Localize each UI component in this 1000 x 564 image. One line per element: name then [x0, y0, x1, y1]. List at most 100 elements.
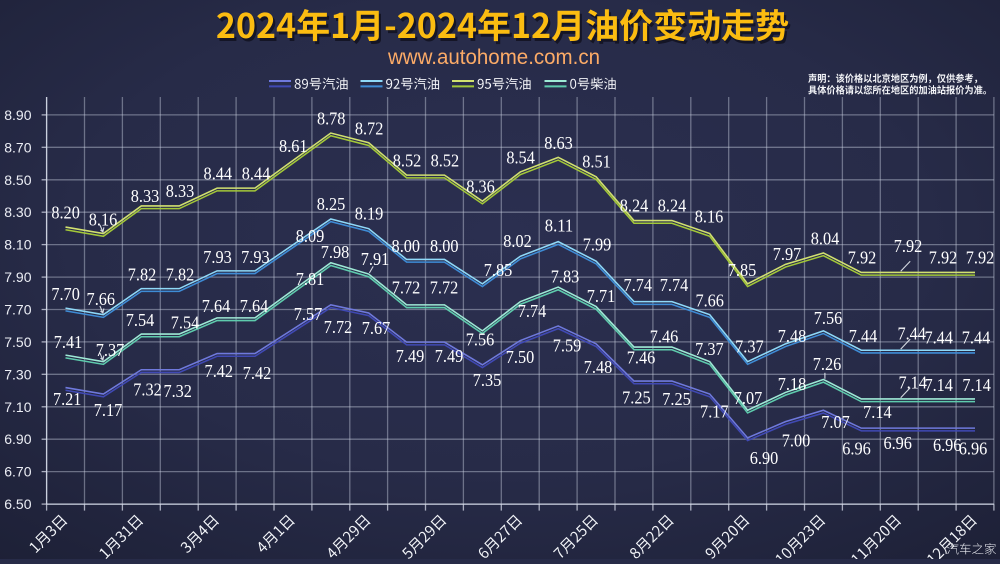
- svg-text:7.66: 7.66: [87, 289, 116, 309]
- svg-text:7.37: 7.37: [96, 340, 125, 360]
- svg-text:7.48: 7.48: [584, 357, 613, 377]
- svg-text:7.83: 7.83: [551, 267, 580, 287]
- svg-text:8.52: 8.52: [393, 151, 422, 171]
- svg-text:7.46: 7.46: [627, 347, 656, 367]
- svg-text:7.91: 7.91: [361, 249, 390, 269]
- svg-text:7.56: 7.56: [814, 308, 843, 328]
- svg-text:8.78: 8.78: [317, 109, 346, 129]
- svg-text:7.44: 7.44: [897, 323, 926, 343]
- svg-text:7.14: 7.14: [863, 402, 892, 422]
- svg-text:7.93: 7.93: [241, 247, 270, 267]
- svg-text:8.54: 8.54: [506, 147, 535, 167]
- svg-text:8.90: 8.90: [4, 107, 31, 123]
- svg-text:7.14: 7.14: [962, 375, 991, 395]
- svg-text:7.56: 7.56: [466, 330, 495, 350]
- svg-text:www.autohome.com.cn: www.autohome.com.cn: [387, 46, 600, 69]
- svg-text:7.74: 7.74: [518, 301, 547, 321]
- svg-text:7.42: 7.42: [243, 363, 272, 383]
- svg-text:6.70: 6.70: [4, 464, 31, 480]
- svg-text:7.57: 7.57: [294, 304, 323, 324]
- svg-text:7.74: 7.74: [660, 275, 689, 295]
- svg-text:7.64: 7.64: [240, 296, 269, 316]
- svg-text:7.92: 7.92: [848, 248, 877, 268]
- svg-text:8.19: 8.19: [355, 204, 384, 224]
- svg-text:6.90: 6.90: [750, 448, 779, 468]
- svg-text:7.14: 7.14: [898, 373, 927, 393]
- svg-text:7.26: 7.26: [813, 354, 842, 374]
- svg-text:7.85: 7.85: [728, 260, 757, 280]
- svg-text:6.96: 6.96: [933, 435, 962, 455]
- svg-text:7.59: 7.59: [553, 336, 582, 356]
- svg-text:7.92: 7.92: [966, 248, 995, 268]
- svg-text:8.61: 8.61: [279, 136, 308, 156]
- svg-text:8.10: 8.10: [4, 237, 31, 253]
- svg-text:7.44: 7.44: [962, 327, 991, 347]
- svg-text:7.54: 7.54: [126, 310, 155, 330]
- svg-text:7.18: 7.18: [778, 374, 807, 394]
- svg-text:7.72: 7.72: [392, 277, 421, 297]
- svg-text:8.20: 8.20: [51, 203, 80, 223]
- svg-text:6.96: 6.96: [883, 433, 912, 453]
- svg-text:8.33: 8.33: [166, 181, 195, 201]
- svg-text:6.90: 6.90: [4, 431, 31, 447]
- svg-text:8.33: 8.33: [131, 186, 160, 206]
- svg-text:7.49: 7.49: [435, 346, 464, 366]
- svg-text:7.37: 7.37: [735, 337, 764, 357]
- svg-text:7.50: 7.50: [506, 347, 535, 367]
- svg-text:8.04: 8.04: [811, 228, 840, 248]
- svg-text:7.50: 7.50: [4, 334, 31, 350]
- svg-text:7.25: 7.25: [662, 389, 691, 409]
- svg-text:7.44: 7.44: [924, 327, 953, 347]
- svg-text:8.25: 8.25: [317, 194, 346, 214]
- svg-text:7.85: 7.85: [484, 260, 513, 280]
- svg-text:8.72: 8.72: [355, 118, 384, 138]
- svg-text:8.52: 8.52: [431, 151, 460, 171]
- svg-text:7.41: 7.41: [54, 332, 83, 352]
- svg-text:7.49: 7.49: [396, 346, 425, 366]
- svg-text:7.99: 7.99: [583, 235, 612, 255]
- svg-text:8.50: 8.50: [4, 172, 31, 188]
- svg-text:8.24: 8.24: [658, 196, 687, 216]
- svg-text:7.71: 7.71: [587, 286, 616, 306]
- svg-text:8.44: 8.44: [204, 163, 233, 183]
- svg-text:7.70: 7.70: [51, 284, 80, 304]
- svg-text:7.93: 7.93: [203, 247, 232, 267]
- svg-text:6.96: 6.96: [842, 438, 871, 458]
- svg-text:7.35: 7.35: [473, 370, 502, 390]
- svg-text:7.82: 7.82: [166, 265, 195, 285]
- svg-text:7.90: 7.90: [4, 269, 31, 285]
- svg-text:7.00: 7.00: [782, 431, 811, 451]
- svg-text:7.17: 7.17: [94, 400, 123, 420]
- svg-text:8.70: 8.70: [4, 139, 31, 155]
- svg-text:8.44: 8.44: [242, 163, 271, 183]
- svg-text:8.63: 8.63: [544, 133, 573, 153]
- svg-text:8.00: 8.00: [430, 236, 459, 256]
- svg-text:7.21: 7.21: [53, 389, 82, 409]
- svg-text:7.42: 7.42: [205, 361, 234, 381]
- svg-text:7.14: 7.14: [924, 375, 953, 395]
- svg-text:7.07: 7.07: [821, 412, 850, 432]
- svg-text:7.70: 7.70: [4, 302, 31, 318]
- svg-text:7.97: 7.97: [773, 244, 802, 264]
- svg-text:7.48: 7.48: [778, 326, 807, 346]
- svg-text:8.16: 8.16: [695, 206, 724, 226]
- svg-text:7.25: 7.25: [622, 387, 651, 407]
- svg-text:7.10: 7.10: [4, 399, 31, 415]
- svg-text:7.74: 7.74: [624, 275, 653, 295]
- svg-text:8.24: 8.24: [620, 196, 649, 216]
- svg-text:7.92: 7.92: [929, 248, 958, 268]
- svg-text:8.09: 8.09: [296, 226, 325, 246]
- svg-text:7.81: 7.81: [296, 269, 325, 289]
- svg-text:7.30: 7.30: [4, 366, 31, 382]
- svg-text:7.07: 7.07: [734, 388, 763, 408]
- svg-text:8.51: 8.51: [582, 152, 611, 172]
- svg-text:7.82: 7.82: [128, 265, 157, 285]
- svg-text:7.64: 7.64: [202, 296, 231, 316]
- svg-text:8.00: 8.00: [392, 236, 421, 256]
- svg-text:8.02: 8.02: [503, 231, 532, 251]
- svg-text:7.72: 7.72: [430, 277, 459, 297]
- svg-text:8.30: 8.30: [4, 204, 31, 220]
- svg-text:7.37: 7.37: [695, 339, 724, 359]
- svg-text:7.72: 7.72: [324, 317, 353, 337]
- svg-text:7.67: 7.67: [362, 318, 391, 338]
